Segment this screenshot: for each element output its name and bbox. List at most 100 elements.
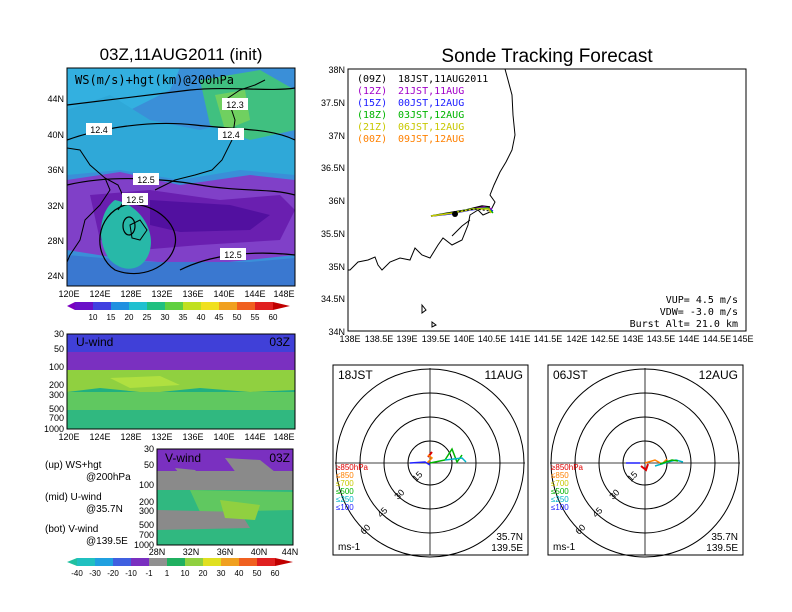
lat-label: 34.5N [321,294,345,304]
wind-component-colorbar: -40 -30 -20 -10 -1 1 10 20 30 40 50 60 [67,558,293,578]
level-legend: ≤100 [336,503,354,512]
colorbar-label: 50 [233,313,242,322]
u-wind-cross-section [67,334,295,429]
legend-mid: (mid) U-wind [45,492,102,503]
lon-label: 140E [453,334,474,344]
pressure-label: 200 [49,380,64,390]
lat-label: 28N [47,236,64,246]
launch-legend: (09Z) 18JST,11AUG2011 (12Z) 21JST,11AUG … [357,74,488,145]
lon-label: 142.5E [591,334,620,344]
contour-label: 12.3 [226,100,244,110]
hodo-lon: 139.5E [491,543,523,554]
left-map-lon-labels: 120E 124E 128E 132E 136E 140E 144E 148E [58,289,294,299]
level-legend: ≥850hPa [551,463,584,472]
wind-speed-colorbar: 10 15 20 25 30 35 40 45 50 55 60 [67,302,290,322]
colorbar-label: 50 [253,569,262,578]
colorbar-label: 15 [107,313,116,322]
lon-label: 136E [182,289,203,299]
vdw-text: VDW= -3.0 m/s [660,307,738,318]
lat-label: 32N [183,547,200,557]
colorbar-label: -20 [107,569,119,578]
contour-label: 12.5 [224,250,242,260]
legend-utc: (18Z) [357,110,387,121]
lon-label: 148E [273,432,294,442]
lat-label: 37.5N [321,98,345,108]
pressure-label: 500 [49,404,64,414]
panel-legend: (up) WS+hgt @200hPa (mid) U-wind @35.7N … [45,460,131,547]
map-overlay-label: WS(m/s)+hgt(km)@200hPa [75,73,234,87]
v-wind-time: 03Z [269,451,290,465]
level-legend: ≤850 [336,471,354,480]
level-legend: ≤500 [336,487,354,496]
trajectory-00z-dashed [454,208,491,213]
u-wind-lon-labels: 120E 124E 128E 132E 136E 140E 144E 148E [58,432,294,442]
level-legend: ≤500 [551,487,569,496]
legend-up-level: @200hPa [86,472,131,483]
colorbar-label: 20 [125,313,134,322]
pressure-label: 700 [139,530,154,540]
lat-label: 38N [328,65,345,75]
hodo-right-date: 12AUG [699,368,738,382]
pressure-label: 100 [139,480,154,490]
colorbar-label: 10 [181,569,190,578]
legend-utc: (15Z) [357,98,387,109]
lon-label: 132E [151,289,172,299]
u-wind-time: 03Z [269,335,290,349]
lat-label: 35N [328,262,345,272]
colorbar-label: 60 [269,313,278,322]
lon-label: 140E [213,289,234,299]
lat-label: 32N [47,201,64,211]
lon-label: 138E [339,334,360,344]
wind-speed-map [67,68,295,286]
contour-label: 12.5 [126,195,144,205]
contour-label: 12.5 [137,175,155,185]
lon-label: 144.5E [703,334,732,344]
pressure-label: 30 [54,329,64,339]
pressure-label: 300 [49,390,64,400]
tracking-lon-labels: 138E 138.5E 139E 139.5E 140E 140.5E 141E… [339,334,753,344]
hodo-left-date: 11AUG [485,368,523,382]
colorbar-label: 40 [197,313,206,322]
lon-label: 140E [213,432,234,442]
u-wind-label: U-wind [76,335,113,349]
colorbar-label: -1 [145,569,153,578]
colorbar-label: 30 [217,569,226,578]
lon-label: 148E [273,289,294,299]
lat-label: 28N [149,547,166,557]
pressure-label: 1000 [44,424,64,434]
lon-label: 144E [678,334,699,344]
v-wind-lat-labels: 28N 32N 36N 40N 44N [149,547,299,557]
legend-jst: 00JST,12AUG [398,98,464,109]
lon-label: 142E [566,334,587,344]
sonde-trajectories [430,205,494,217]
lat-label: 35.5N [321,229,345,239]
hodograph-right: 06JST 12AUG 15 30 45 60 ≥850hPa ≤850 ≤70… [547,364,744,558]
legend-jst: 03JST,12AUG [398,110,464,121]
tracking-map-frame [347,68,747,332]
legend-bot: (bot) V-wind [45,524,98,535]
tracking-coastline [348,68,516,328]
lon-label: 136E [182,432,203,442]
vup-text: VUP= 4.5 m/s [666,295,738,306]
lon-label: 140.5E [478,334,507,344]
pressure-label: 700 [49,413,64,423]
legend-up: (up) WS+hgt [45,460,102,471]
contour-label: 12.4 [90,125,108,135]
lon-label: 128E [120,289,141,299]
legend-utc: (21Z) [357,122,387,133]
pressure-label: 30 [144,444,154,454]
lat-label: 44N [47,94,64,104]
pressure-label: 200 [139,497,154,507]
colorbar-label: 10 [89,313,98,322]
hodo-right-time: 06JST [553,368,588,382]
lat-label: 40N [251,547,268,557]
left-map-title: 03Z,11AUG2011 (init) [100,45,263,64]
left-map-lat-labels: 44N 40N 36N 32N 28N 24N [47,94,64,281]
lat-label: 36N [328,196,345,206]
lon-label: 145E [732,334,753,344]
lat-label: 44N [282,547,299,557]
lon-label: 120E [58,289,79,299]
colorbar-label: 45 [215,313,224,322]
level-legend: ≤700 [551,479,569,488]
